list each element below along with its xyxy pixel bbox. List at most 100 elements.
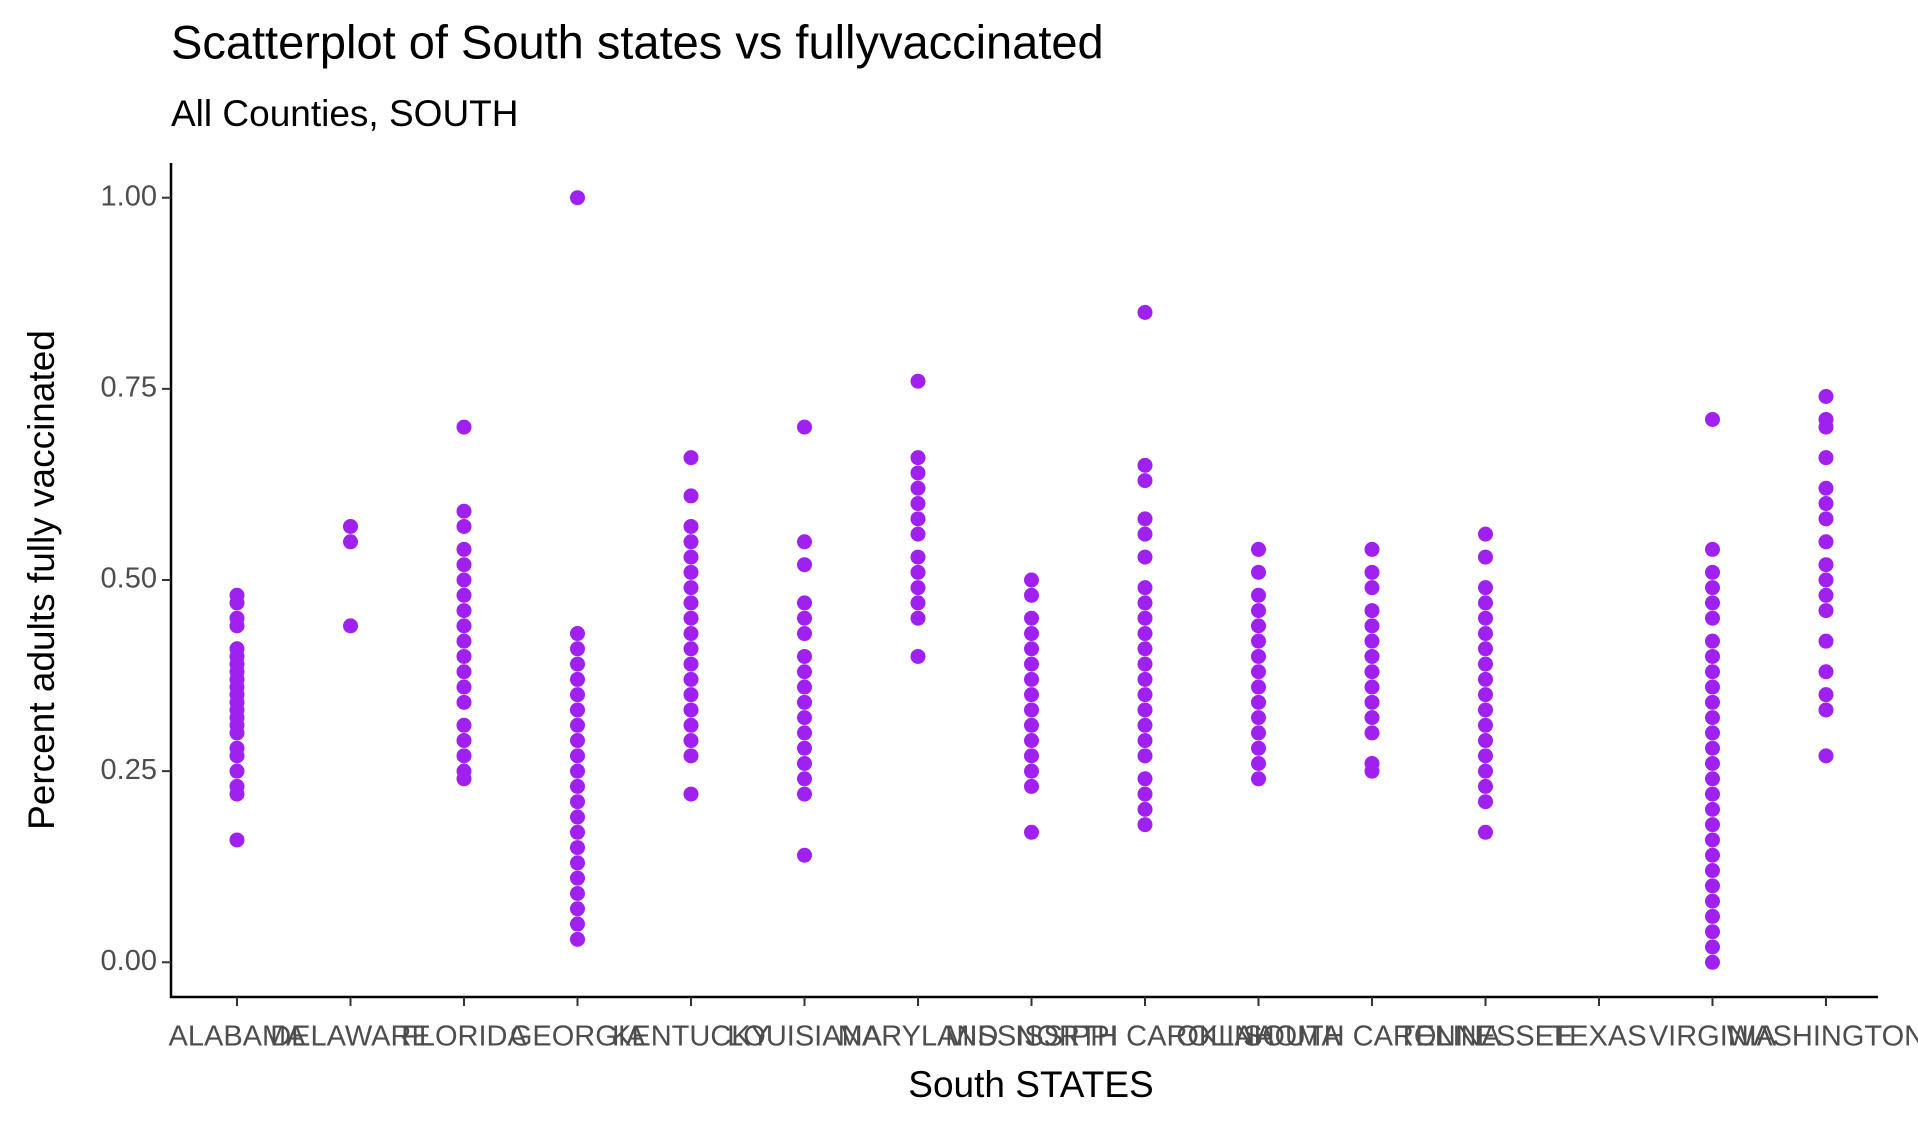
point xyxy=(683,702,699,718)
point xyxy=(797,694,812,710)
point xyxy=(797,534,812,550)
point xyxy=(1818,572,1834,588)
point xyxy=(1705,679,1720,695)
point xyxy=(570,931,585,947)
point xyxy=(1364,664,1380,680)
point xyxy=(797,771,812,787)
point xyxy=(1478,702,1493,718)
point xyxy=(456,603,472,619)
point xyxy=(1818,702,1834,718)
point xyxy=(570,840,585,856)
point xyxy=(1364,564,1380,580)
point xyxy=(1705,710,1720,726)
point xyxy=(1478,526,1493,542)
point xyxy=(1705,725,1720,741)
point xyxy=(1705,664,1720,680)
chart-subtitle: All Counties, SOUTH xyxy=(171,93,519,134)
point xyxy=(570,190,585,206)
y-tick-label: 0.25 xyxy=(101,754,157,786)
point xyxy=(683,671,699,687)
point xyxy=(683,786,699,802)
point xyxy=(1251,710,1266,726)
point xyxy=(456,748,472,764)
point xyxy=(797,557,812,573)
point xyxy=(1137,733,1153,749)
point xyxy=(1024,641,1039,657)
point xyxy=(1705,939,1720,955)
point xyxy=(456,419,472,435)
y-tick-label: 0.00 xyxy=(101,945,157,977)
point xyxy=(229,740,245,756)
point xyxy=(1251,664,1266,680)
point xyxy=(1024,778,1039,794)
point xyxy=(1024,572,1039,588)
point xyxy=(1705,755,1720,771)
x-tick-label: OKLAHOMA xyxy=(1176,1021,1341,1053)
point xyxy=(1818,664,1834,680)
x-tick-label: WASHINGTON xyxy=(1727,1021,1918,1053)
point xyxy=(456,518,472,534)
point xyxy=(1705,610,1720,626)
x-tick-label: DELAWARE xyxy=(270,1021,431,1053)
point xyxy=(1818,511,1834,527)
point xyxy=(1137,771,1153,787)
point xyxy=(1137,457,1153,473)
point xyxy=(1478,748,1493,764)
point xyxy=(1478,778,1493,794)
point xyxy=(1137,641,1153,657)
point xyxy=(1818,389,1834,405)
point xyxy=(1705,954,1720,970)
y-tick-label: 1.00 xyxy=(101,180,157,212)
point xyxy=(1251,564,1266,580)
point xyxy=(1705,648,1720,664)
point xyxy=(910,511,926,527)
point xyxy=(570,687,585,703)
point xyxy=(683,549,699,565)
point xyxy=(229,763,245,779)
point xyxy=(683,717,699,733)
point xyxy=(683,733,699,749)
point xyxy=(343,534,358,550)
x-tick-label: MISSISSIPPI xyxy=(945,1021,1117,1053)
point xyxy=(1024,763,1039,779)
point xyxy=(910,526,926,542)
point xyxy=(797,740,812,756)
point xyxy=(1818,748,1834,764)
point xyxy=(1818,687,1834,703)
point xyxy=(1705,411,1720,427)
point xyxy=(910,595,926,611)
point xyxy=(1024,687,1039,703)
point xyxy=(683,595,699,611)
point xyxy=(910,648,926,664)
point xyxy=(1024,587,1039,603)
point xyxy=(1251,633,1266,649)
point xyxy=(797,786,812,802)
point xyxy=(570,809,585,825)
point xyxy=(1705,786,1720,802)
point xyxy=(1251,587,1266,603)
point xyxy=(1705,580,1720,596)
x-tick-label: TEXAS xyxy=(1551,1021,1646,1053)
point xyxy=(1024,656,1039,672)
point xyxy=(456,557,472,573)
point xyxy=(343,618,358,634)
point xyxy=(570,794,585,810)
point xyxy=(1478,656,1493,672)
point xyxy=(910,496,926,512)
point xyxy=(456,633,472,649)
point xyxy=(1705,541,1720,557)
point xyxy=(570,671,585,687)
point xyxy=(570,626,585,642)
point xyxy=(1364,679,1380,695)
point xyxy=(1818,534,1834,550)
point xyxy=(456,618,472,634)
point xyxy=(1705,633,1720,649)
point xyxy=(1364,618,1380,634)
point xyxy=(910,373,926,389)
x-tick-label: VIRGINIA xyxy=(1649,1021,1777,1053)
point xyxy=(570,824,585,840)
point xyxy=(1137,817,1153,833)
point xyxy=(910,465,926,481)
point xyxy=(1251,648,1266,664)
